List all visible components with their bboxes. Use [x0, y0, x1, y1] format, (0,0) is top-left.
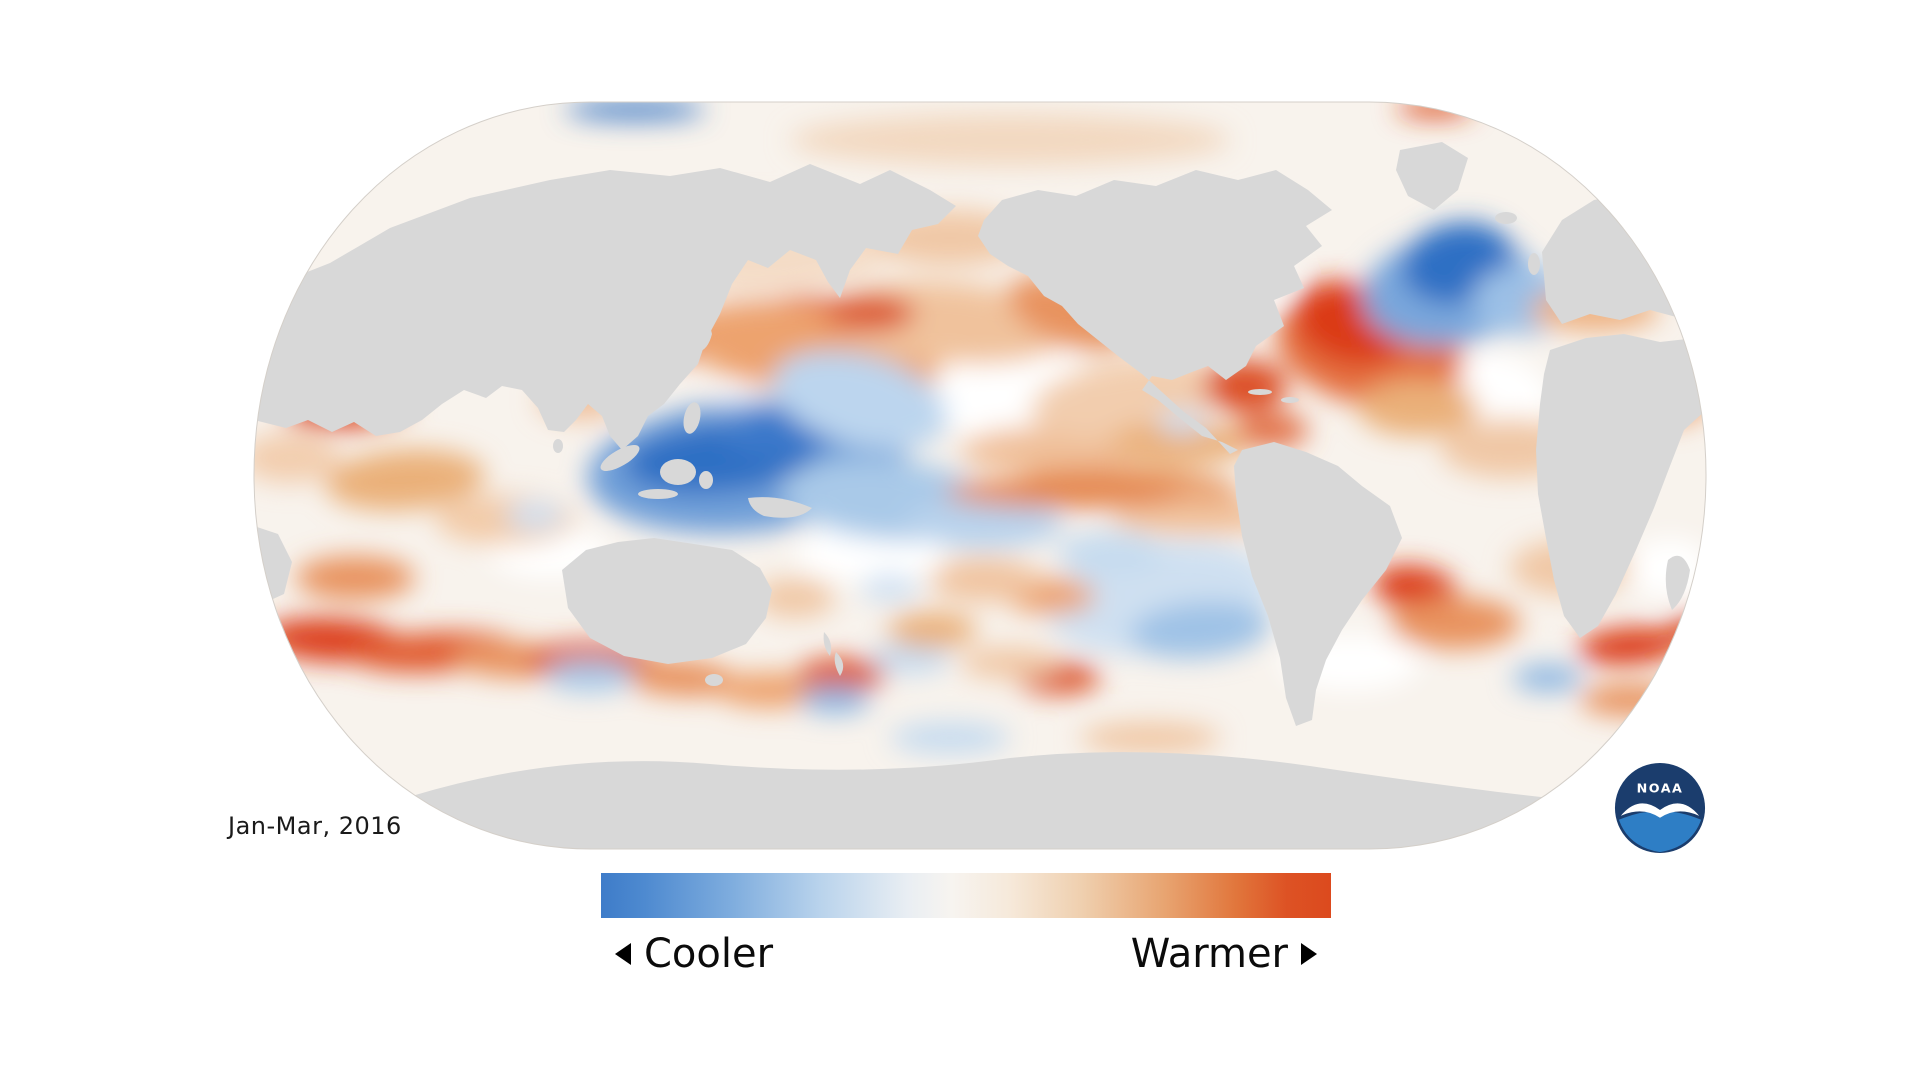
south-america-landmass: [1234, 442, 1402, 726]
anomaly-blob: [1110, 421, 1250, 465]
anomaly-blob: [797, 658, 887, 690]
noaa-logo-sea: [1618, 810, 1702, 853]
japan-islands: [688, 304, 712, 352]
anomaly-blob: [1390, 597, 1520, 649]
caribbean-islands: [1248, 389, 1272, 395]
anomaly-blob: [800, 686, 870, 714]
britain-island: [1528, 253, 1540, 275]
anomaly-blob: [325, 449, 485, 511]
anomaly-blob: [1130, 601, 1270, 659]
sulawesi-island: [699, 471, 713, 489]
color-scale-bar: [601, 873, 1331, 918]
noaa-logo-text: NOAA: [1637, 780, 1684, 795]
anomaly-blob: [254, 433, 340, 483]
anomaly-blob: [715, 672, 825, 708]
anomaly-blob: [930, 558, 1040, 602]
cooler-label: Cooler: [644, 931, 774, 977]
anomaly-blob: [945, 478, 1185, 508]
anomaly-blob: [903, 498, 1063, 548]
anomaly-blob: [1236, 412, 1308, 448]
cooler-arrow-icon: [615, 943, 631, 965]
iceland-island: [1495, 212, 1517, 224]
anomaly-blob: [545, 660, 635, 692]
noaa-logo: NOAA: [1614, 762, 1706, 854]
anomaly-blob: [295, 556, 415, 600]
date-label: Jan-Mar, 2016: [228, 812, 402, 840]
anomaly-blob: [620, 659, 740, 697]
tasmania-island: [705, 674, 723, 686]
new-zealand-islands: [823, 632, 844, 676]
map-outline: [253, 101, 1707, 850]
greenland-landmass: [1396, 142, 1468, 210]
java-island: [638, 489, 678, 499]
anomaly-blob: [565, 102, 705, 120]
eurasia-landmass: [254, 164, 956, 450]
warmer-arrow-icon: [1301, 943, 1317, 965]
anomaly-blob: [1057, 531, 1167, 575]
anomaly-blob: [890, 722, 1010, 754]
anomaly-blob: [825, 295, 915, 331]
anomaly-blob: [1580, 684, 1680, 716]
anomaly-blob: [870, 642, 950, 674]
land-layer: [254, 142, 1706, 849]
world-map: [253, 101, 1707, 850]
australia-landmass: [562, 538, 772, 664]
noaa-logo-gull-icon: [1620, 803, 1700, 818]
caribbean-islands-2: [1281, 397, 1299, 403]
sumatra-island: [600, 445, 640, 471]
anomaly-blob: [505, 502, 565, 530]
antarctica-landmass: [390, 752, 1570, 849]
anomaly-blob: [790, 114, 1230, 166]
anomaly-blob: [887, 612, 977, 648]
new-guinea-island: [748, 497, 812, 518]
cooler-legend-group: Cooler: [615, 931, 773, 977]
anomaly-blob: [755, 578, 835, 618]
anomaly-blob: [1513, 664, 1583, 692]
warmer-legend-group: Warmer: [1131, 931, 1317, 977]
sri-lanka-island: [553, 439, 563, 453]
anomaly-blob: [1358, 380, 1478, 436]
philippines-islands: [683, 402, 701, 434]
color-scale-legend: Cooler Warmer: [601, 926, 1331, 982]
africa-landmass: [1536, 334, 1706, 638]
anomaly-blob: [1397, 102, 1473, 117]
warmer-label: Warmer: [1130, 931, 1288, 977]
north-america-landmass: [978, 170, 1332, 454]
anomaly-blob: [1080, 722, 1220, 754]
anomaly-blob: [1578, 627, 1682, 665]
anomaly-blob: [772, 350, 948, 450]
anomaly-blob: [960, 647, 1060, 679]
borneo-island: [660, 459, 696, 485]
anomaly-blob: [860, 574, 920, 602]
madagascar-island: [1665, 555, 1690, 610]
